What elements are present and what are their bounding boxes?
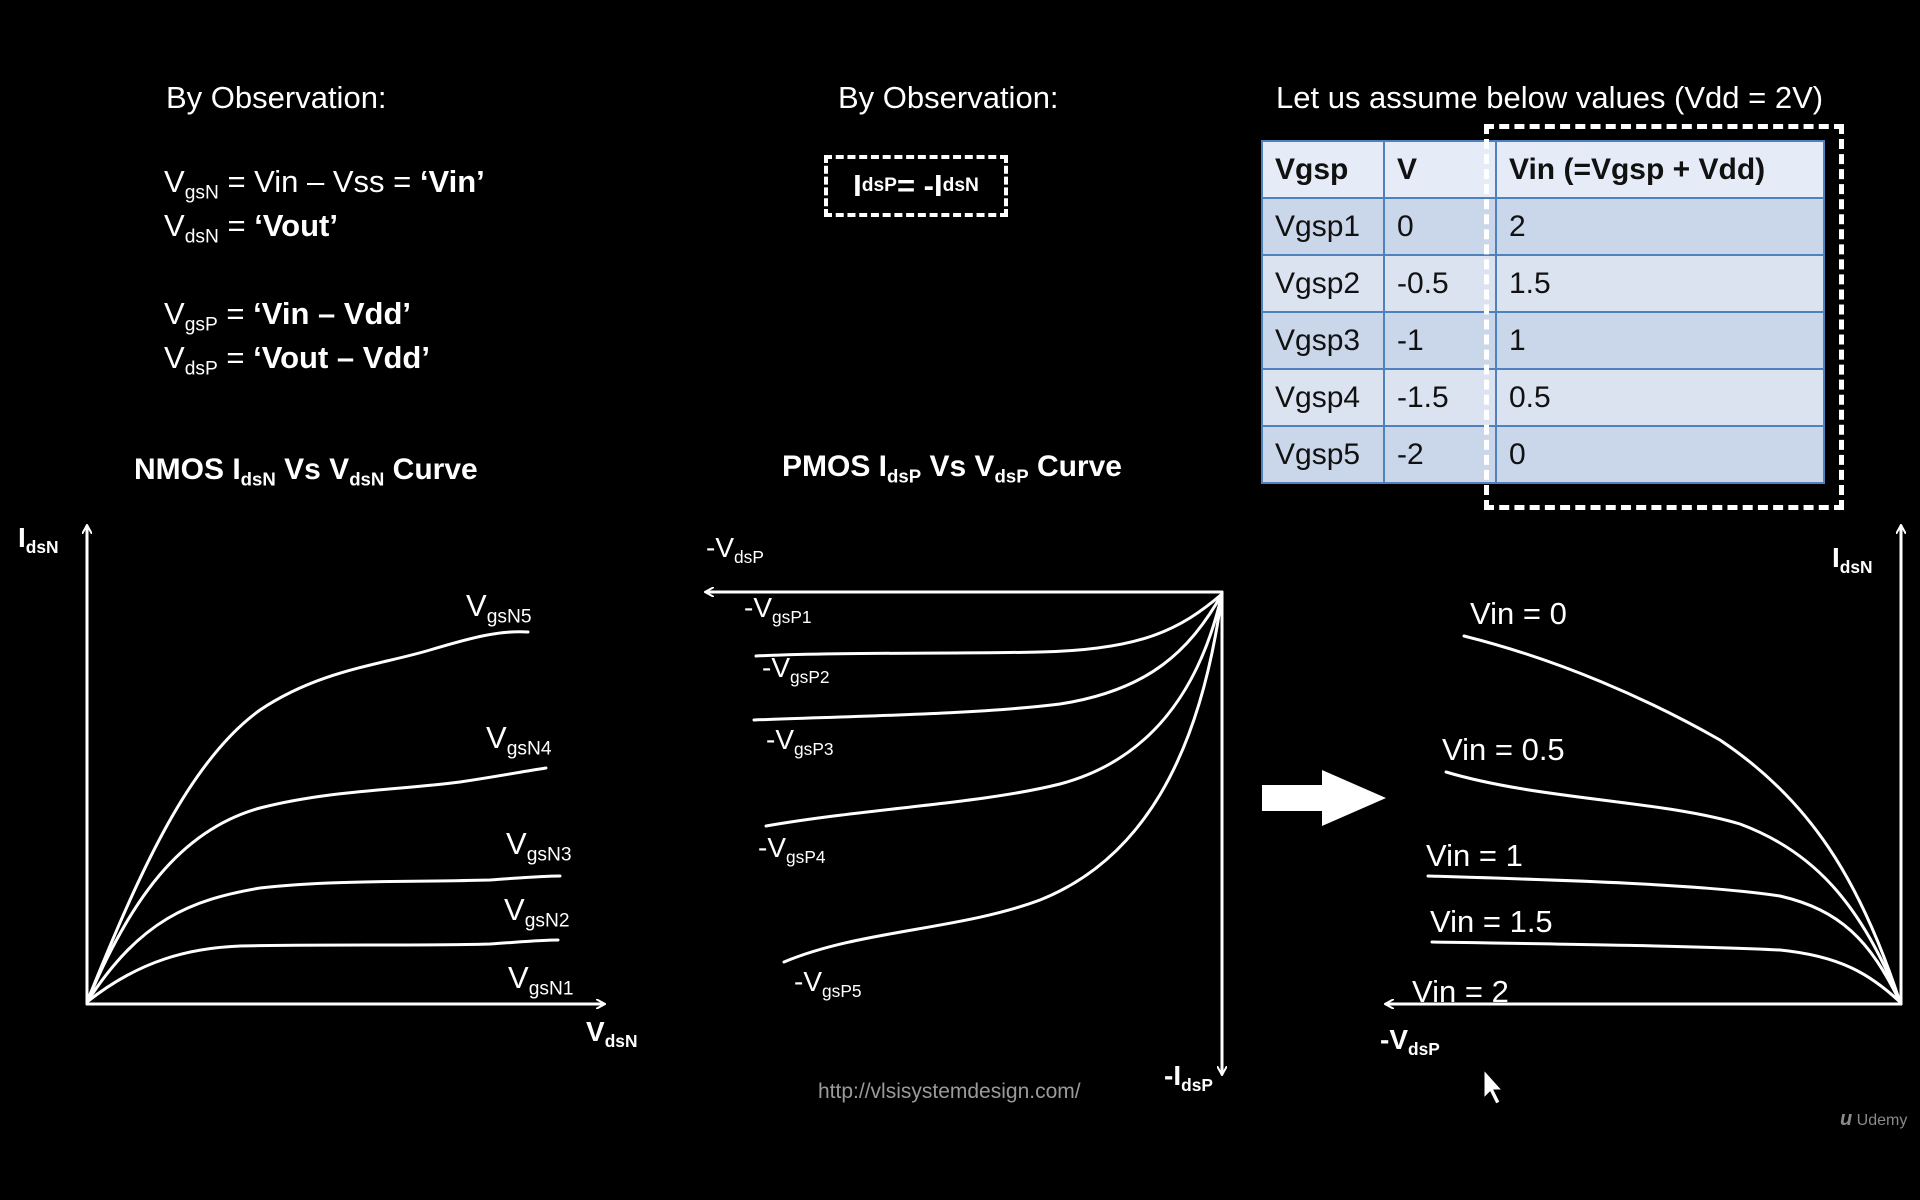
nmos-curve-vgsn4 (85, 766, 548, 1004)
transformed-x-axis-label: -VdsP (1380, 1024, 1440, 1060)
nmos-curve-label: VgsN5 (466, 588, 532, 628)
transformed-curve-label: Vin = 0.5 (1442, 732, 1565, 767)
transform-arrow (1262, 770, 1386, 826)
eq-vgsn: VgsN = Vin – Vss = ‘Vin’ (164, 164, 485, 204)
mouse-cursor-icon (1483, 1068, 1504, 1105)
pmos-curve-vgsp3 (764, 592, 1224, 828)
nmos-curve-vgsn5 (85, 630, 530, 1004)
pmos-curve-label: -VgsP2 (762, 652, 830, 688)
table-row: Vgsp3 -1 1 (1261, 311, 1825, 370)
transformed-curve-label: Vin = 2 (1412, 974, 1509, 1009)
pmos-curve-vgsp2 (752, 592, 1224, 722)
table-cell: 0 (1383, 197, 1497, 256)
table-cell: 1.5 (1495, 254, 1825, 313)
udemy-watermark: u Udemy (1840, 1108, 1908, 1130)
table-header-row: Vgsp V Vin (=Vgsp + Vdd) (1261, 140, 1825, 199)
pmos-curve-vgsp1 (754, 592, 1224, 658)
transformed-y-axis-label: IdsN (1832, 542, 1873, 578)
pmos-x-axis-label: -VdsP (706, 532, 764, 568)
table-cell: 0 (1495, 425, 1825, 484)
pmos-curve-vgsp4 (782, 592, 1224, 964)
transformed-curve-vin0 (1462, 634, 1902, 1004)
table-cell: Vgsp5 (1261, 425, 1385, 484)
transformed-curve-vin1 (1426, 874, 1902, 1004)
values-table: Vgsp V Vin (=Vgsp + Vdd) Vgsp1 0 2 Vgsp2… (1261, 140, 1825, 484)
table-caption: Let us assume below values (Vdd = 2V) (1276, 80, 1824, 115)
nmos-curve-vgsn3 (85, 874, 562, 1004)
table-header-cell: Vgsp (1261, 140, 1385, 199)
vin-column-highlight (1484, 124, 1844, 510)
table-row: Vgsp5 -2 0 (1261, 425, 1825, 484)
nmos-plot-title: NMOS IdsN Vs VdsN Curve (134, 453, 478, 490)
table-header-cell: V (1383, 140, 1497, 199)
table-cell: 0.5 (1495, 368, 1825, 427)
left-heading: By Observation: (166, 80, 387, 115)
nmos-curve-label: VgsN3 (506, 826, 572, 866)
nmos-curve-vgsn2 (85, 938, 560, 1004)
table-row: Vgsp2 -0.5 1.5 (1261, 254, 1825, 313)
nmos-y-axis-label: IdsN (18, 522, 59, 558)
table-cell: Vgsp3 (1261, 311, 1385, 370)
table-row: Vgsp4 -1.5 0.5 (1261, 368, 1825, 427)
pmos-curve-label: -VgsP4 (758, 832, 826, 868)
nmos-curve-label: VgsN4 (486, 720, 552, 760)
transformed-curve-label: Vin = 0 (1470, 596, 1567, 631)
source-url[interactable]: http://vlsisystemdesign.com/ (818, 1080, 1081, 1103)
pmos-curve-label: -VgsP1 (744, 592, 812, 628)
table-row: Vgsp1 0 2 (1261, 197, 1825, 256)
middle-heading: By Observation: (838, 80, 1059, 115)
table-cell: -1.5 (1383, 368, 1497, 427)
pmos-plot-title: PMOS IdsP Vs VdsP Curve (782, 450, 1122, 487)
transformed-curve-vin05 (1444, 770, 1902, 1004)
nmos-curve-label: VgsN1 (508, 960, 574, 1000)
table-header-cell: Vin (=Vgsp + Vdd) (1495, 140, 1825, 199)
table-cell: 2 (1495, 197, 1825, 256)
table-cell: Vgsp4 (1261, 368, 1385, 427)
transformed-curve-label: Vin = 1.5 (1430, 904, 1553, 939)
pmos-curve-label: -VgsP3 (766, 724, 834, 760)
eq-vdsp: VdsP = ‘Vout – Vdd’ (164, 340, 430, 380)
table-cell: 1 (1495, 311, 1825, 370)
table-cell: -2 (1383, 425, 1497, 484)
pmos-y-axis-label: -IdsP (1164, 1060, 1213, 1096)
nmos-x-axis-label: VdsN (586, 1016, 638, 1052)
pmos-curve-label: -VgsP5 (794, 966, 862, 1002)
transformed-curve-label: Vin = 1 (1426, 838, 1523, 873)
table-cell: -1 (1383, 311, 1497, 370)
transformed-curve-vin15 (1430, 940, 1902, 1004)
table-cell: Vgsp2 (1261, 254, 1385, 313)
eq-vgsp: VgsP = ‘Vin – Vdd’ (164, 296, 412, 336)
eq-vdsn: VdsN = ‘Vout’ (164, 208, 338, 248)
table-cell: Vgsp1 (1261, 197, 1385, 256)
table-cell: -0.5 (1383, 254, 1497, 313)
nmos-curve-label: VgsN2 (504, 892, 570, 932)
